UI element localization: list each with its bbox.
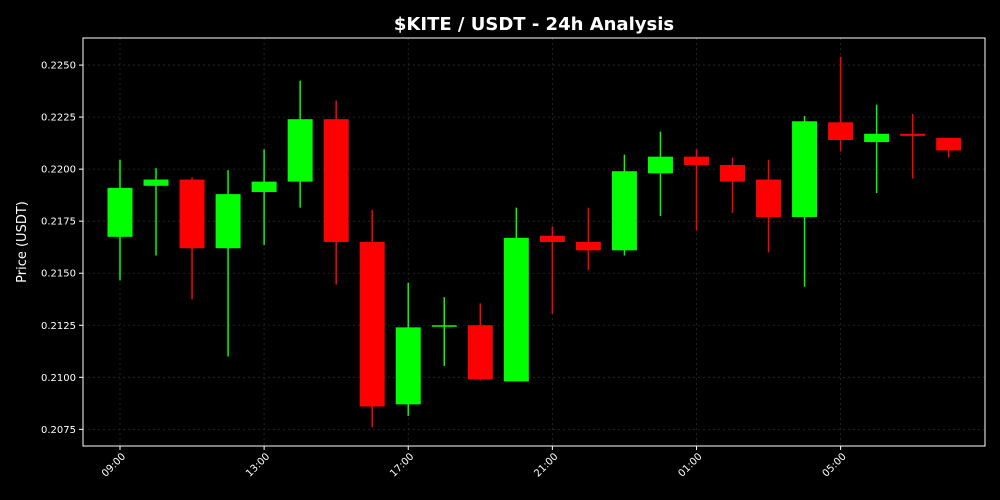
- candle-body-up: [864, 133, 890, 143]
- candle-body-down: [359, 242, 385, 407]
- candle-body-down: [720, 164, 746, 182]
- candle-body-up: [251, 181, 277, 193]
- y-tick-label: 0.2200: [41, 165, 76, 176]
- candle-body-down: [936, 137, 962, 151]
- y-tick-label: 0.2250: [41, 61, 76, 72]
- candle-body-up: [792, 121, 818, 218]
- candle-body-down: [575, 242, 601, 251]
- candle-body-up: [395, 327, 421, 405]
- candle-body-down: [900, 133, 926, 136]
- x-tick-label: 09:00: [100, 451, 128, 479]
- candle-body-down: [323, 119, 349, 242]
- x-tick-label: 17:00: [388, 451, 416, 479]
- candle-body-down: [756, 179, 782, 218]
- y-axis-label: Price (USDT): [15, 201, 30, 283]
- y-tick-label: 0.2075: [41, 425, 76, 436]
- candle-body-up: [143, 179, 169, 186]
- candle-body-up: [431, 325, 457, 327]
- candles: [107, 56, 962, 428]
- candle-body-down: [828, 122, 854, 140]
- x-tick-label: 05:00: [821, 451, 849, 479]
- x-axis: 09:00 13:00 17:00 21:00 01:00 05:00: [100, 446, 849, 480]
- candle-body-up: [503, 237, 529, 382]
- y-axis: 0.2075 0.2100 0.2125 0.2150 0.2175 0.2200 0.22…: [41, 61, 83, 436]
- y-tick-label: 0.2150: [41, 269, 76, 280]
- plot-frame: [82, 37, 986, 447]
- y-tick-label: 0.2175: [41, 217, 76, 228]
- candle-body-up: [287, 119, 313, 182]
- y-tick-label: 0.2125: [41, 321, 76, 332]
- x-tick-label: 21:00: [532, 451, 560, 479]
- candle-body-down: [179, 179, 205, 249]
- y-tick-label: 0.2225: [41, 113, 76, 124]
- x-tick-label: 13:00: [244, 451, 272, 479]
- candle-body-down: [467, 325, 493, 380]
- y-tick-label: 0.2100: [41, 373, 76, 384]
- candle-body-down: [683, 156, 709, 165]
- chart-title: $KITE / USDT - 24h Analysis: [394, 14, 674, 35]
- candle-body-down: [539, 235, 565, 242]
- candle-body-up: [611, 171, 637, 251]
- candle-body-up: [215, 194, 241, 249]
- candle-body-up: [107, 187, 133, 237]
- x-tick-label: 01:00: [676, 451, 704, 479]
- candle-body-up: [647, 156, 673, 174]
